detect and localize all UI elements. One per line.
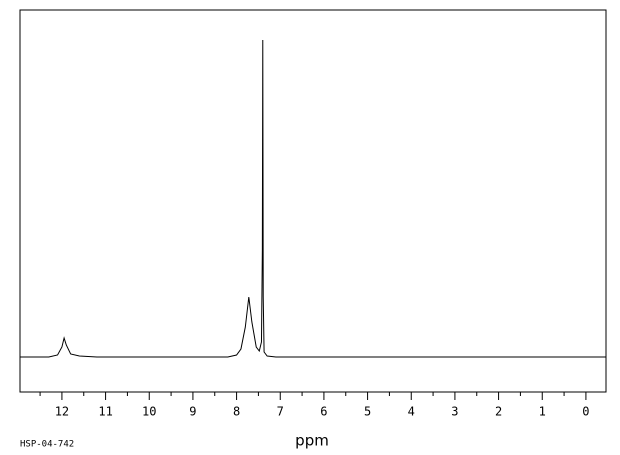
x-tick-label: 2	[495, 405, 502, 419]
x-tick-label: 4	[408, 405, 415, 419]
x-tick-label: 3	[451, 405, 458, 419]
x-axis-label: ppm	[295, 432, 329, 450]
x-tick-label: 7	[277, 405, 284, 419]
x-tick-label: 12	[55, 405, 69, 419]
x-tick-label: 8	[233, 405, 240, 419]
x-tick-label: 5	[364, 405, 371, 419]
x-tick-label: 1	[539, 405, 546, 419]
plot-frame	[19, 9, 607, 393]
footnote: HSP-04-742	[20, 440, 74, 450]
x-tick-label: 9	[189, 405, 196, 419]
x-tick-label: 0	[582, 405, 589, 419]
x-tick-label: 6	[320, 405, 327, 419]
x-tick-label: 11	[98, 405, 112, 419]
spectrum-line	[20, 39, 606, 358]
x-tick-label: 10	[142, 405, 156, 419]
